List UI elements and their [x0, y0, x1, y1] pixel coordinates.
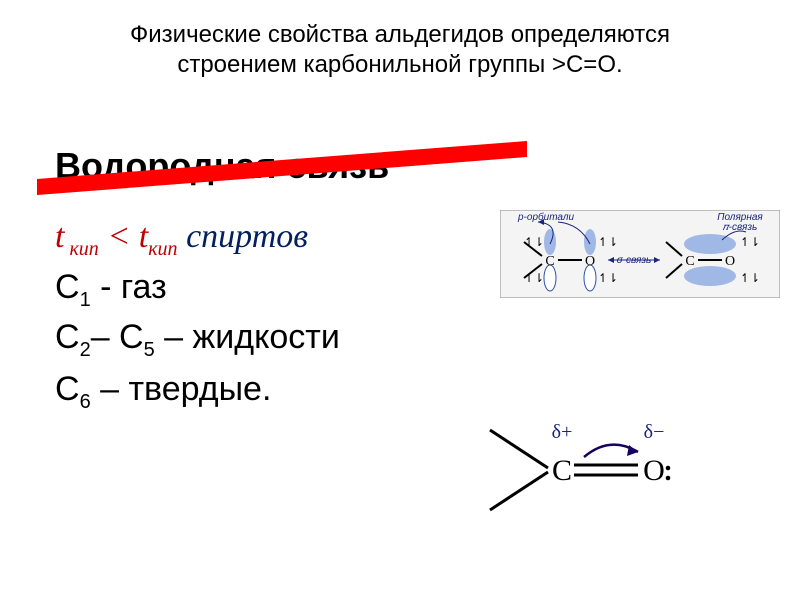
hydrogen-bond-strikethrough: Водородная связь	[55, 145, 515, 187]
svg-text:C: C	[545, 254, 554, 269]
c1-sym: С	[55, 268, 80, 306]
svg-text:↿⇂: ↿⇂	[740, 271, 760, 285]
svg-text:↿⇂: ↿⇂	[740, 235, 760, 249]
c3-sym: С	[55, 370, 80, 408]
c3-sub: 6	[80, 391, 91, 413]
svg-text:p-орбитали: p-орбитали	[517, 211, 575, 223]
c2-mid: – С	[91, 318, 144, 356]
c2b-sub: 5	[144, 339, 155, 361]
hydrogen-bond-text: Водородная связь	[55, 145, 389, 186]
boiling-point-comparison: t кип < tкип спиртов	[55, 218, 308, 261]
carbonyl-polarity-diagram: C O δ+ δ−	[470, 410, 700, 520]
t-sub2: кип	[148, 238, 177, 260]
svg-text:↿⇂: ↿⇂	[524, 235, 544, 249]
heading-line1: Физические свойства альдегидов определяю…	[130, 21, 670, 48]
c2-after: – жидкости	[155, 318, 340, 356]
c2a-sub: 2	[80, 339, 91, 361]
c2a-sym: С	[55, 318, 80, 356]
orbital-diagram: C O ↿⇂ ↿⇂ ↿⇂ ↿⇂ C O ↿⇂ ↿⇂	[500, 210, 780, 298]
svg-text:C: C	[552, 454, 572, 487]
svg-text:↿⇂: ↿⇂	[598, 271, 618, 285]
t-sub1: кип	[64, 238, 98, 260]
svg-text:δ+: δ+	[552, 421, 573, 443]
slide-heading: Физические свойства альдегидов определяю…	[0, 20, 800, 80]
c1-sub: 1	[80, 289, 91, 311]
svg-text:O: O	[643, 454, 665, 487]
c1-after: - газ	[91, 268, 167, 306]
t-lt: < t	[99, 218, 148, 255]
c3-after: – твердые.	[91, 370, 272, 408]
svg-text:↿⇂: ↿⇂	[598, 235, 618, 249]
line-c1-gas: С1 - газ	[55, 268, 167, 312]
heading-line2: строением карбонильной группы >С=О.	[177, 51, 622, 78]
svg-text:↿⇂: ↿⇂	[524, 271, 544, 285]
line-c6-solid: С6 – твердые.	[55, 370, 271, 414]
svg-text:δ−: δ−	[644, 421, 665, 443]
t-space	[178, 218, 187, 255]
svg-text:O: O	[725, 254, 735, 269]
svg-text:C: C	[685, 254, 694, 269]
line-c2c5-liquid: С2– С5 – жидкости	[55, 318, 595, 362]
t-alcohol: спиртов	[186, 218, 308, 255]
svg-text:O: O	[585, 254, 595, 269]
